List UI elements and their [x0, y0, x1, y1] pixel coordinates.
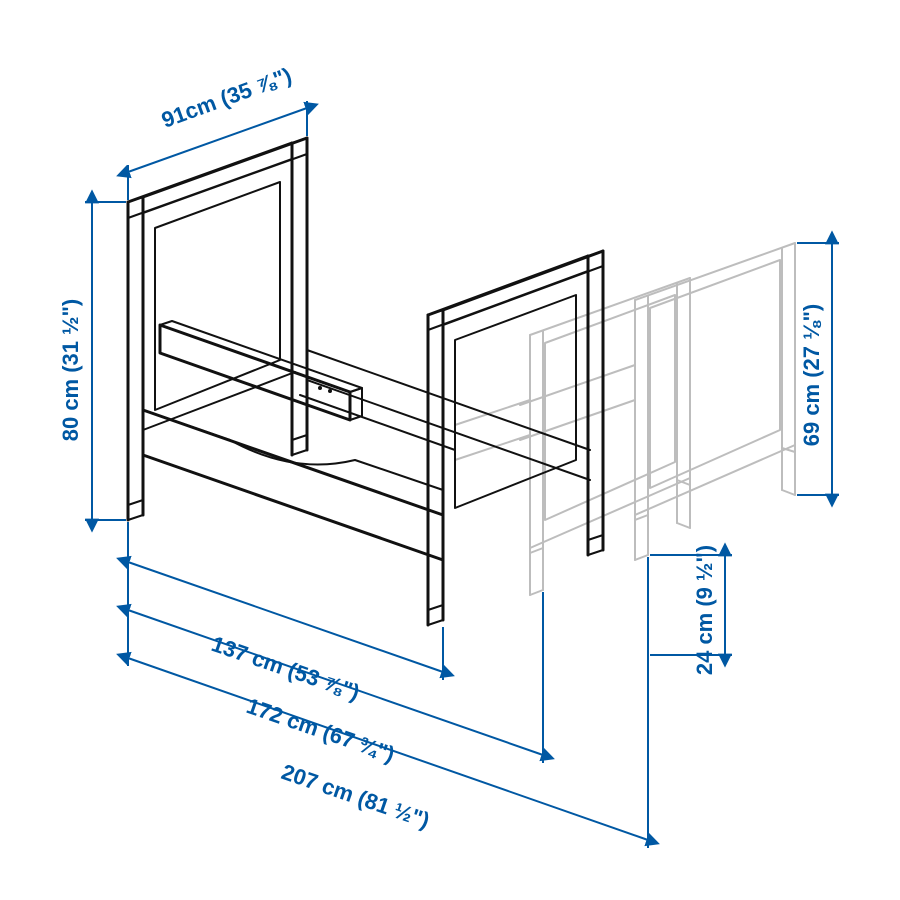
dim-foot-label: 69 cm (27 ⅛"): [799, 304, 824, 447]
ghost-extension-1: [455, 278, 690, 595]
dim-length-137: 137 cm (53 ⅞"): [128, 522, 443, 705]
dim-foot-height: 69 cm (27 ⅛"): [797, 243, 839, 495]
dim-height-label: 80 cm (31 ½"): [58, 299, 83, 442]
dim-leg-height: 24 cm (9 ½"): [650, 545, 732, 675]
dim-width: 91cm (35 ⅞"): [128, 63, 307, 200]
dim-height: 80 cm (31 ½"): [58, 202, 126, 520]
dim-length-207: 207 cm (81 ½"): [128, 557, 648, 848]
dim-length-172: 172 cm (67 ¾"): [128, 570, 543, 767]
dimension-diagram: 91cm (35 ⅞") 80 cm (31 ½") 137 cm (53 ⅞"…: [0, 0, 900, 900]
dim-leg-label: 24 cm (9 ½"): [692, 545, 717, 675]
dim-length2-label: 172 cm (67 ¾"): [243, 693, 397, 767]
dim-length3-label: 207 cm (81 ½"): [278, 759, 432, 833]
dim-width-label: 91cm (35 ⅞"): [158, 63, 295, 133]
